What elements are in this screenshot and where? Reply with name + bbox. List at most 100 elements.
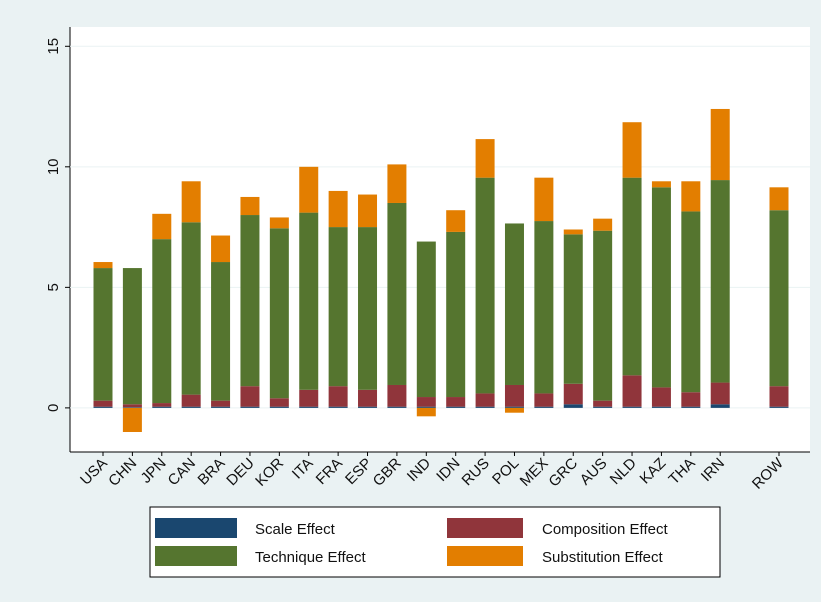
bar-segment: [446, 231, 466, 398]
bar-segment: [328, 386, 348, 407]
bar-segment: [769, 210, 789, 387]
bar-segment: [328, 406, 348, 408]
bar-segment: [475, 406, 495, 408]
bar-segment: [122, 404, 142, 408]
bar-segment: [710, 180, 730, 383]
bar-segment: [475, 177, 495, 394]
bar-segment: [681, 181, 701, 212]
bar-segment: [181, 222, 201, 395]
bar-segment: [358, 194, 378, 228]
bar-segment: [211, 400, 231, 407]
legend-swatch: [155, 546, 237, 566]
legend-swatch: [447, 518, 523, 538]
bar-segment: [651, 187, 671, 388]
bar-segment: [534, 221, 554, 394]
bar-segment: [504, 384, 524, 407]
bar-segment: [446, 397, 466, 407]
bar-segment: [93, 400, 113, 407]
bar-segment: [563, 229, 583, 235]
bar-segment: [534, 177, 554, 222]
bar-segment: [769, 187, 789, 211]
bar-segment: [446, 406, 466, 408]
bar-segment: [93, 406, 113, 408]
bar-segment: [299, 166, 319, 213]
bar-segment: [534, 406, 554, 408]
bar-segment: [387, 406, 407, 408]
bar-segment: [387, 202, 407, 385]
bar-segment: [358, 406, 378, 408]
bar-segment: [681, 406, 701, 408]
legend-swatch: [155, 518, 237, 538]
bar-segment: [269, 398, 289, 407]
bar-segment: [475, 393, 495, 407]
legend-label: Scale Effect: [255, 521, 336, 538]
legend-swatch: [447, 546, 523, 566]
legend: [149, 506, 721, 578]
bar-segment: [240, 215, 260, 387]
bar-segment: [563, 234, 583, 384]
bar-segment: [651, 406, 671, 408]
bar-segment: [299, 389, 319, 407]
bar-segment: [93, 268, 113, 401]
y-tick-label: 0: [45, 404, 62, 412]
y-tick-label: 10: [45, 158, 62, 175]
bar-segment: [269, 217, 289, 229]
bar-segment: [681, 211, 701, 393]
bar-segment: [769, 406, 789, 408]
bar-segment: [504, 223, 524, 385]
bar-segment: [769, 386, 789, 407]
bar-segment: [710, 404, 730, 408]
bar-segment: [593, 218, 613, 231]
bar-segment: [181, 394, 201, 407]
bar-segment: [240, 196, 260, 216]
bar-segment: [269, 228, 289, 399]
bar-segment: [152, 403, 172, 407]
bar-segment: [416, 407, 436, 417]
bar-segment: [681, 392, 701, 407]
bar-segment: [240, 386, 260, 407]
bar-segment: [622, 177, 642, 376]
bar-segment: [181, 181, 201, 223]
bar-segment: [504, 407, 524, 413]
bar-segment: [710, 382, 730, 405]
bar-segment: [181, 406, 201, 408]
bar-segment: [387, 164, 407, 203]
bar-segment: [122, 268, 142, 405]
bar-segment: [269, 406, 289, 408]
bar-segment: [651, 387, 671, 407]
bar-segment: [152, 406, 172, 408]
bar-segment: [622, 122, 642, 178]
bar-segment: [622, 375, 642, 407]
bar-segment: [358, 227, 378, 390]
bar-segment: [593, 230, 613, 401]
bar-segment: [152, 239, 172, 404]
bar-segment: [651, 181, 671, 188]
bar-segment: [446, 210, 466, 232]
bar-segment: [299, 212, 319, 390]
bar-segment: [387, 384, 407, 407]
bar-segment: [299, 406, 319, 408]
bar-segment: [593, 406, 613, 408]
bar-segment: [152, 213, 172, 240]
bar-segment: [358, 389, 378, 407]
bar-segment: [416, 241, 436, 398]
bar-segment: [211, 406, 231, 408]
legend-label: Composition Effect: [542, 521, 668, 538]
bar-segment: [622, 406, 642, 408]
bar-segment: [416, 406, 436, 408]
bar-segment: [93, 262, 113, 269]
bar-segment: [328, 190, 348, 228]
bar-segment: [211, 235, 231, 263]
y-tick-label: 15: [45, 38, 62, 55]
bar-segment: [122, 407, 142, 408]
legend-label: Technique Effect: [255, 549, 366, 566]
bar-segment: [563, 383, 583, 405]
bar-segment: [534, 393, 554, 407]
y-tick-label: 5: [45, 283, 62, 291]
bar-segment: [504, 406, 524, 408]
bar-segment: [122, 407, 142, 432]
bar-segment: [211, 262, 231, 401]
bar-segment: [563, 404, 583, 408]
bar-segment: [328, 227, 348, 387]
